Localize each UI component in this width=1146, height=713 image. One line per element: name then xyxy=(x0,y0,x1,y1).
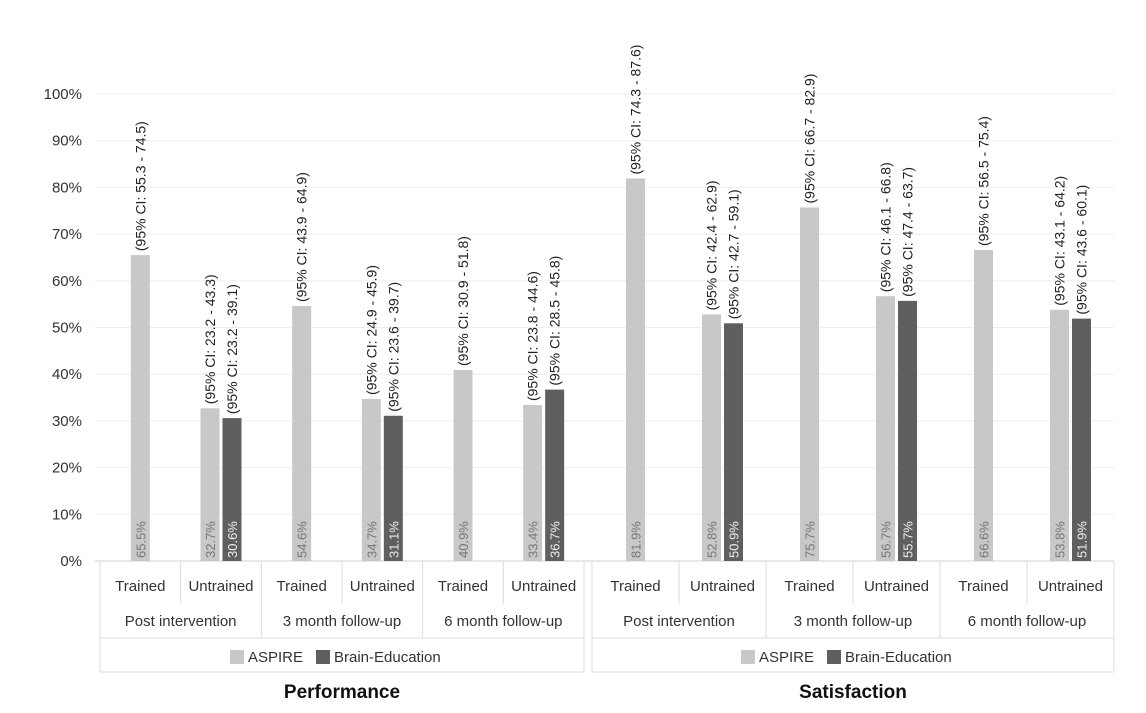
bar-performance-aspire xyxy=(523,405,543,561)
data-label-ci: (95% CI: 24.9 - 45.9) xyxy=(363,265,379,395)
data-label-value: 65.5% xyxy=(133,521,148,558)
legend-swatch-aspire xyxy=(741,650,755,664)
data-label-ci: (95% CI: 23.8 - 44.6) xyxy=(525,271,541,401)
data-label-ci: (95% CI: 30.9 - 51.8) xyxy=(455,236,471,366)
data-label-value: 32.7% xyxy=(203,521,218,558)
data-label-value: 54.6% xyxy=(295,521,310,558)
data-label-value: 81.9% xyxy=(629,521,644,558)
y-tick-label: 10% xyxy=(52,506,82,523)
x-tick-label-trained: Trained xyxy=(784,578,834,595)
bar-satisfaction-aspire xyxy=(876,296,895,561)
y-tick-label: 80% xyxy=(52,179,82,196)
legend-swatch-brain-education xyxy=(827,650,841,664)
data-label-ci: (95% CI: 43.1 - 64.2) xyxy=(1052,176,1068,306)
group-label: Post intervention xyxy=(623,613,735,630)
x-tick-label-trained: Trained xyxy=(438,578,488,595)
data-label-value: 75.7% xyxy=(803,521,818,558)
x-tick-label-untrained: Untrained xyxy=(350,578,415,595)
x-tick-label-trained: Trained xyxy=(277,578,327,595)
data-label-ci: (95% CI: 46.1 - 66.8) xyxy=(878,162,894,292)
data-label-value: 33.4% xyxy=(526,521,541,558)
bar-performance-aspire xyxy=(200,408,220,561)
data-label-value: 55.7% xyxy=(901,521,916,558)
data-label-value: 53.8% xyxy=(1053,521,1068,558)
y-tick-label: 30% xyxy=(52,413,82,430)
chart-title-satisfaction: Satisfaction xyxy=(799,682,907,703)
y-tick-label: 20% xyxy=(52,460,82,477)
bar-satisfaction-brain-education xyxy=(724,323,743,561)
group-label: 6 month follow-up xyxy=(968,613,1086,630)
panel-performance: Trained 65.5% (95% CI: 55.3 - 74.5) Untrain… xyxy=(99,121,585,703)
data-label-ci: (95% CI: 56.5 - 75.4) xyxy=(976,116,992,246)
y-tick-label: 40% xyxy=(52,366,82,383)
bar-performance-brain-education xyxy=(545,389,565,561)
x-tick-label-trained: Trained xyxy=(115,578,165,595)
data-label-value: 31.1% xyxy=(386,521,401,558)
data-label-value: 34.7% xyxy=(364,521,379,558)
y-tick-label: 90% xyxy=(52,133,82,150)
group-label: 6 month follow-up xyxy=(444,613,562,630)
group-label: Post intervention xyxy=(125,613,237,630)
x-tick-label-trained: Trained xyxy=(610,578,660,595)
panel-satisfaction: Trained 81.9% (95% CI: 74.3 - 87.6) Untrain… xyxy=(591,45,1115,703)
bar-satisfaction-brain-education xyxy=(1072,318,1091,561)
data-label-ci: (95% CI: 66.7 - 82.9) xyxy=(802,74,818,204)
data-label-value: 36.7% xyxy=(548,521,563,558)
data-label-ci: (95% CI: 42.4 - 62.9) xyxy=(704,180,720,310)
data-label-value: 51.9% xyxy=(1075,521,1090,558)
bar-performance-brain-education xyxy=(383,415,403,561)
legend-label-aspire: ASPIRE xyxy=(248,649,303,666)
data-label-value: 50.9% xyxy=(727,521,742,558)
data-label-ci: (95% CI: 28.5 - 45.8) xyxy=(547,256,563,386)
legend-label-brain-education: Brain-Education xyxy=(334,649,441,666)
y-tick-label: 60% xyxy=(52,273,82,290)
bar-satisfaction-aspire xyxy=(1050,309,1069,561)
data-label-ci: (95% CI: 47.4 - 63.7) xyxy=(900,167,916,297)
bar-satisfaction-aspire xyxy=(974,249,993,561)
legend-swatch-aspire xyxy=(230,650,244,664)
bar-performance-aspire xyxy=(130,255,150,562)
data-label-ci: (95% CI: 23.6 - 39.7) xyxy=(385,282,401,412)
data-label-ci: (95% CI: 23.2 - 39.1) xyxy=(224,284,240,414)
bar-satisfaction-aspire xyxy=(800,207,819,561)
data-label-ci: (95% CI: 55.3 - 74.5) xyxy=(132,121,148,251)
bar-performance-aspire xyxy=(361,398,381,561)
data-label-value: 52.8% xyxy=(705,521,720,558)
y-tick-label: 0% xyxy=(60,553,82,570)
data-label-ci: (95% CI: 23.2 - 43.3) xyxy=(202,274,218,404)
y-tick-label: 100% xyxy=(44,86,82,103)
bar-performance-brain-education xyxy=(222,418,242,561)
legend-swatch-brain-education xyxy=(316,650,330,664)
data-label-value: 56.7% xyxy=(879,521,894,558)
x-tick-label-untrained: Untrained xyxy=(690,578,755,595)
bar-satisfaction-brain-education xyxy=(898,300,917,561)
x-tick-label-untrained: Untrained xyxy=(1038,578,1103,595)
group-label: 3 month follow-up xyxy=(794,613,912,630)
group-label: 3 month follow-up xyxy=(283,613,401,630)
legend-label-aspire: ASPIRE xyxy=(759,649,814,666)
data-label-ci: (95% CI: 42.7 - 59.1) xyxy=(726,189,742,319)
x-tick-label-untrained: Untrained xyxy=(864,578,929,595)
bar-satisfaction-aspire xyxy=(702,314,721,561)
data-label-ci: (95% CI: 43.9 - 64.9) xyxy=(294,172,310,302)
data-label-value: 66.6% xyxy=(977,521,992,558)
data-label-ci: (95% CI: 74.3 - 87.6) xyxy=(628,45,644,175)
y-axis: 0% 10% 20% 30% 40% 50% 60% 70% 80% 90% 100% xyxy=(44,86,82,570)
data-label-value: 40.9% xyxy=(456,521,471,558)
y-tick-label: 50% xyxy=(52,320,82,337)
y-tick-label: 70% xyxy=(52,226,82,243)
data-label-ci: (95% CI: 43.6 - 60.1) xyxy=(1074,185,1090,315)
grid-layer xyxy=(95,93,1114,562)
x-tick-label-untrained: Untrained xyxy=(188,578,253,595)
legend-label-brain-education: Brain-Education xyxy=(845,649,952,666)
x-tick-label-untrained: Untrained xyxy=(511,578,576,595)
data-label-value: 30.6% xyxy=(225,521,240,558)
bar-performance-aspire xyxy=(453,369,473,561)
bar-satisfaction-aspire xyxy=(626,178,645,562)
bar-performance-aspire xyxy=(292,306,312,561)
x-tick-label-trained: Trained xyxy=(958,578,1008,595)
chart-title-performance: Performance xyxy=(284,682,400,703)
